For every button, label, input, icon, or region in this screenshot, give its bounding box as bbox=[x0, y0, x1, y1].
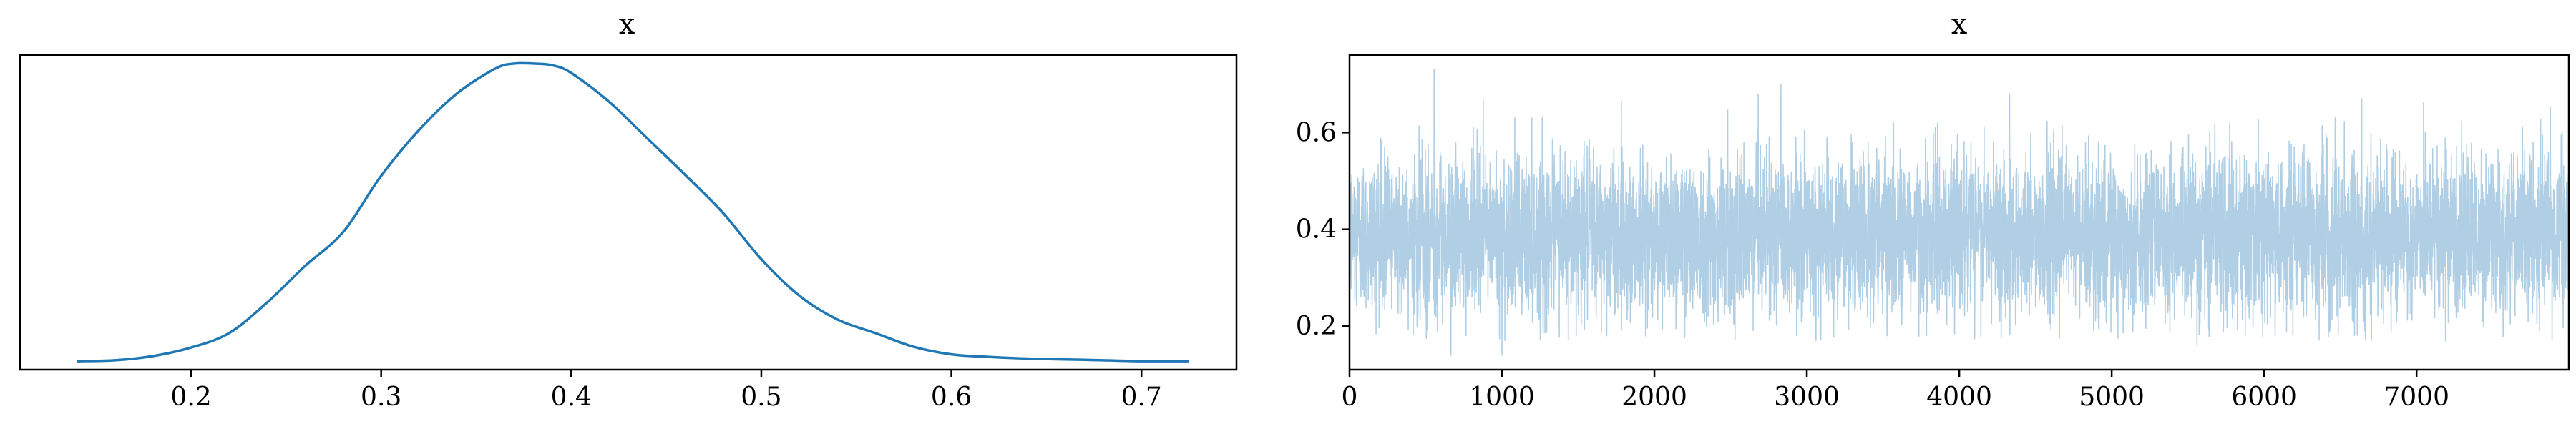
trace-y-tick-label: 0.4 bbox=[1296, 215, 1337, 245]
trace-x-tick-label: 5000 bbox=[2079, 383, 2145, 412]
trace-x-tick-label: 7000 bbox=[2384, 383, 2449, 412]
trace-x-tick-label: 3000 bbox=[1774, 383, 1840, 412]
density-title: x bbox=[619, 8, 635, 41]
trace-series bbox=[1349, 69, 2570, 356]
density-x-ticks: 0.2 0.3 0.4 0.5 0.6 0.7 bbox=[170, 370, 1162, 412]
density-panel: x 0.2 0.3 0.4 0.5 0.6 0.7 bbox=[19, 8, 1238, 412]
trace-x-tick-label: 4000 bbox=[1926, 383, 1992, 412]
density-x-tick-label: 0.2 bbox=[170, 383, 211, 412]
trace-x-tick-label: 6000 bbox=[2231, 383, 2297, 412]
density-axes-frame bbox=[19, 54, 1238, 371]
trace-title: x bbox=[1951, 8, 1968, 41]
density-x-tick-label: 0.3 bbox=[361, 383, 401, 412]
density-x-tick-label: 0.6 bbox=[931, 383, 972, 412]
trace-x-tick-label: 1000 bbox=[1469, 383, 1535, 412]
trace-y-tick-label: 0.6 bbox=[1296, 118, 1337, 147]
trace-y-tick-label: 0.2 bbox=[1296, 312, 1337, 341]
trace-axis-ticks: 0 1000 2000 3000 4000 5000 6000 7000 0.2 0.4 0.6 bbox=[1296, 118, 2449, 412]
density-x-tick-label: 0.7 bbox=[1121, 383, 1162, 412]
density-x-tick-label: 0.5 bbox=[741, 383, 781, 412]
trace-panel: x 0 1000 2000 3000 4000 5000 6000 7000 0.2 0.4 0.6 bbox=[1296, 8, 2570, 412]
trace-x-tick-label: 2000 bbox=[1621, 383, 1687, 412]
trace-axes-frame bbox=[1348, 54, 2570, 371]
density-x-tick-label: 0.4 bbox=[551, 383, 592, 412]
density-curve bbox=[77, 61, 1189, 363]
trace-x-tick-label: 0 bbox=[1342, 383, 1358, 412]
